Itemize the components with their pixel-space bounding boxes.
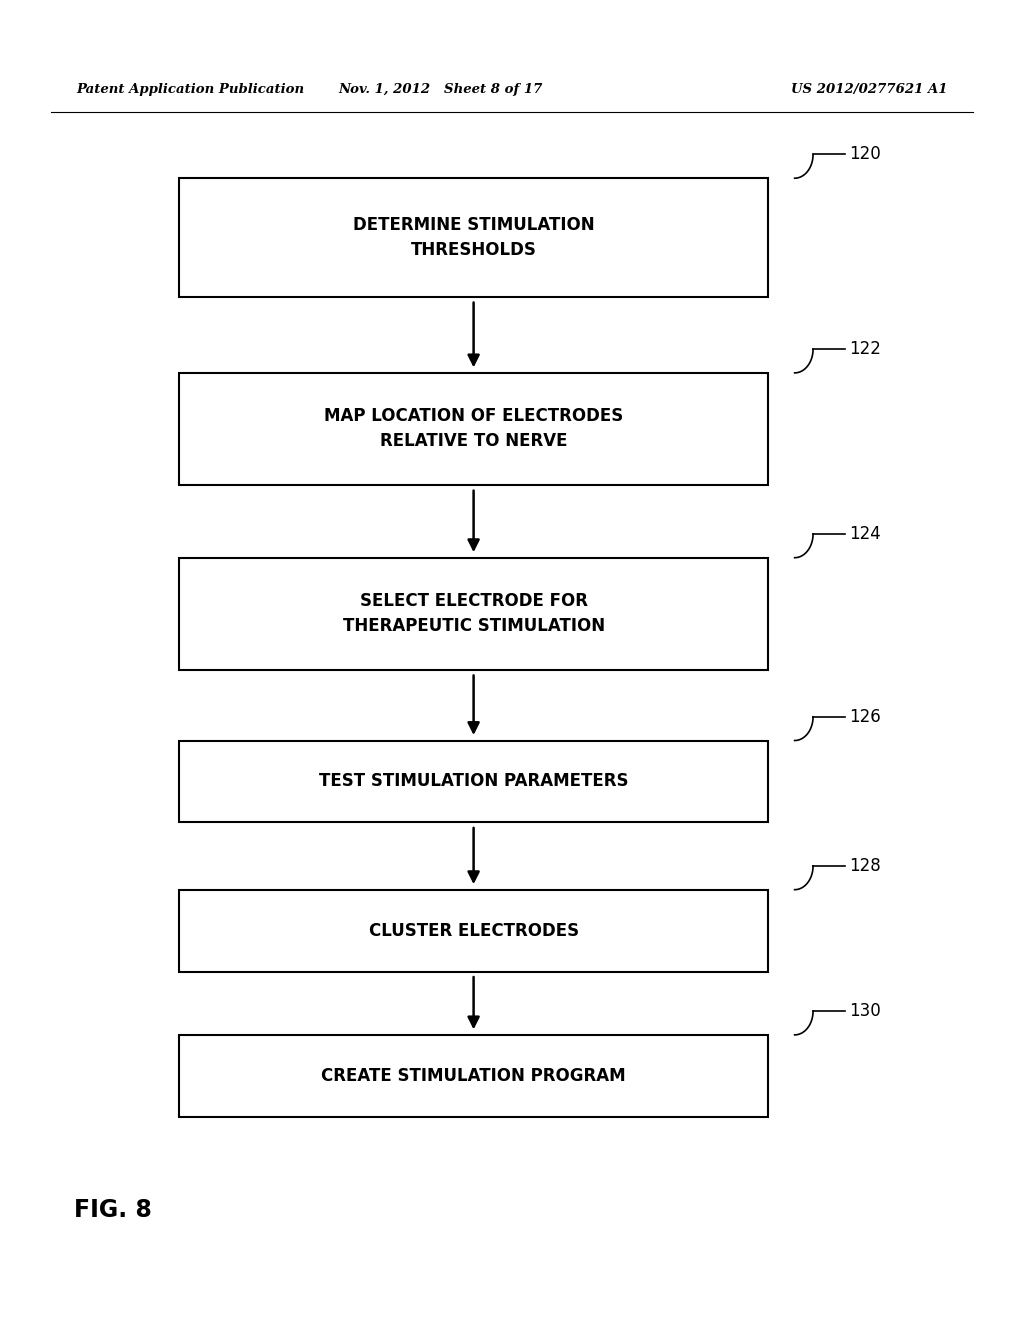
Text: 120: 120 — [849, 145, 881, 164]
Text: 130: 130 — [849, 1002, 881, 1020]
Bar — [179, 890, 768, 972]
Bar — [179, 1035, 768, 1117]
Bar — [179, 557, 768, 671]
Text: DETERMINE STIMULATION
THRESHOLDS: DETERMINE STIMULATION THRESHOLDS — [353, 216, 594, 259]
Bar — [179, 741, 768, 822]
Text: CLUSTER ELECTRODES: CLUSTER ELECTRODES — [369, 921, 579, 940]
Text: SELECT ELECTRODE FOR
THERAPEUTIC STIMULATION: SELECT ELECTRODE FOR THERAPEUTIC STIMULA… — [343, 593, 604, 635]
Text: 126: 126 — [849, 708, 881, 726]
Text: US 2012/0277621 A1: US 2012/0277621 A1 — [791, 83, 947, 96]
Bar — [179, 178, 768, 297]
Bar — [179, 372, 768, 484]
Text: FIG. 8: FIG. 8 — [74, 1199, 152, 1222]
Text: Patent Application Publication: Patent Application Publication — [77, 83, 305, 96]
Text: 122: 122 — [849, 341, 881, 358]
Text: Nov. 1, 2012   Sheet 8 of 17: Nov. 1, 2012 Sheet 8 of 17 — [338, 83, 543, 96]
Text: 124: 124 — [849, 525, 881, 543]
Text: MAP LOCATION OF ELECTRODES
RELATIVE TO NERVE: MAP LOCATION OF ELECTRODES RELATIVE TO N… — [324, 408, 624, 450]
Text: TEST STIMULATION PARAMETERS: TEST STIMULATION PARAMETERS — [318, 772, 629, 791]
Text: CREATE STIMULATION PROGRAM: CREATE STIMULATION PROGRAM — [322, 1067, 626, 1085]
Text: 128: 128 — [849, 857, 881, 875]
